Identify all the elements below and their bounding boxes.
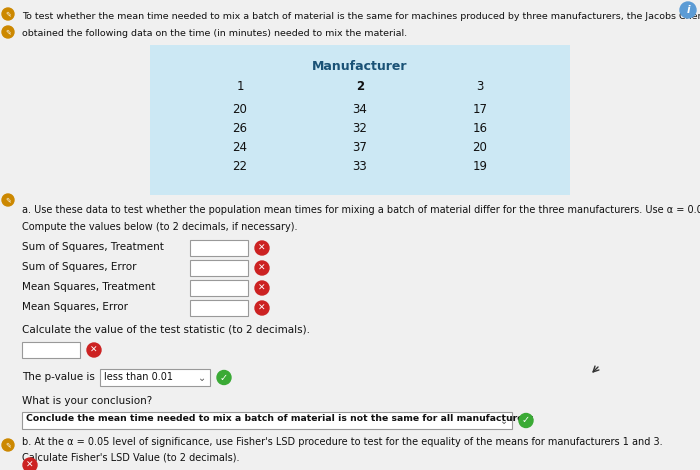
Text: ✕: ✕ (90, 345, 98, 354)
Circle shape (255, 281, 269, 295)
Text: 3: 3 (476, 80, 484, 93)
Text: 19: 19 (473, 160, 487, 173)
Text: ✕: ✕ (258, 283, 266, 292)
FancyBboxPatch shape (190, 240, 248, 256)
FancyBboxPatch shape (190, 260, 248, 276)
Text: Manufacturer: Manufacturer (312, 60, 407, 73)
Text: ✎: ✎ (5, 197, 11, 203)
Text: Sum of Squares, Treatment: Sum of Squares, Treatment (22, 242, 164, 252)
Text: Sum of Squares, Error: Sum of Squares, Error (22, 262, 136, 272)
Text: b. At the α = 0.05 level of significance, use Fisher's LSD procedure to test for: b. At the α = 0.05 level of significance… (22, 437, 663, 447)
Circle shape (2, 26, 14, 38)
FancyBboxPatch shape (22, 412, 512, 429)
FancyBboxPatch shape (100, 369, 210, 386)
Circle shape (2, 194, 14, 206)
Text: i: i (686, 5, 690, 15)
Circle shape (255, 301, 269, 315)
Circle shape (87, 343, 101, 357)
Text: ✓: ✓ (522, 415, 530, 425)
Text: ✓: ✓ (220, 373, 228, 383)
Text: 2: 2 (356, 80, 364, 93)
Text: ⌄: ⌄ (198, 373, 206, 383)
FancyBboxPatch shape (22, 342, 80, 358)
Text: less than 0.01: less than 0.01 (104, 372, 173, 382)
Circle shape (217, 370, 231, 384)
Circle shape (255, 261, 269, 275)
Text: Compute the values below (to 2 decimals, if necessary).: Compute the values below (to 2 decimals,… (22, 222, 298, 232)
Circle shape (519, 414, 533, 428)
FancyBboxPatch shape (150, 45, 570, 195)
Text: Calculate the value of the test statistic (to 2 decimals).: Calculate the value of the test statisti… (22, 325, 310, 335)
Circle shape (2, 8, 14, 20)
Text: 24: 24 (232, 141, 248, 154)
Text: 33: 33 (353, 160, 368, 173)
Text: 22: 22 (232, 160, 248, 173)
Text: 37: 37 (353, 141, 368, 154)
Text: 20: 20 (232, 103, 247, 116)
Text: Mean Squares, Error: Mean Squares, Error (22, 302, 128, 312)
Circle shape (2, 439, 14, 451)
Text: ✎: ✎ (5, 442, 11, 448)
Text: 17: 17 (473, 103, 487, 116)
Circle shape (255, 241, 269, 255)
Text: 26: 26 (232, 122, 248, 135)
Text: The p-value is: The p-value is (22, 372, 95, 382)
Text: obtained the following data on the time (in minutes) needed to mix the material.: obtained the following data on the time … (22, 29, 407, 38)
FancyBboxPatch shape (190, 300, 248, 316)
Text: 1: 1 (237, 80, 244, 93)
Text: 16: 16 (473, 122, 487, 135)
Text: ✕: ✕ (258, 243, 266, 252)
Text: Conclude the mean time needed to mix a batch of material is not the same for all: Conclude the mean time needed to mix a b… (26, 414, 533, 423)
Text: ✎: ✎ (5, 11, 11, 17)
Text: ✎: ✎ (5, 29, 11, 35)
Circle shape (23, 458, 37, 470)
Text: Calculate Fisher's LSD Value (to 2 decimals).: Calculate Fisher's LSD Value (to 2 decim… (22, 453, 239, 463)
Text: What is your conclusion?: What is your conclusion? (22, 396, 153, 406)
Text: a. Use these data to test whether the population mean times for mixing a batch o: a. Use these data to test whether the po… (22, 205, 700, 215)
Text: ✕: ✕ (258, 304, 266, 313)
Text: 32: 32 (353, 122, 368, 135)
FancyBboxPatch shape (190, 280, 248, 296)
Text: ✕: ✕ (258, 264, 266, 273)
Circle shape (680, 2, 696, 18)
Text: To test whether the mean time needed to mix a batch of material is the same for : To test whether the mean time needed to … (22, 12, 700, 21)
Text: ⌄: ⌄ (500, 415, 508, 425)
Text: ✕: ✕ (27, 461, 34, 470)
Text: 34: 34 (353, 103, 368, 116)
Text: Mean Squares, Treatment: Mean Squares, Treatment (22, 282, 155, 292)
Text: 20: 20 (473, 141, 487, 154)
